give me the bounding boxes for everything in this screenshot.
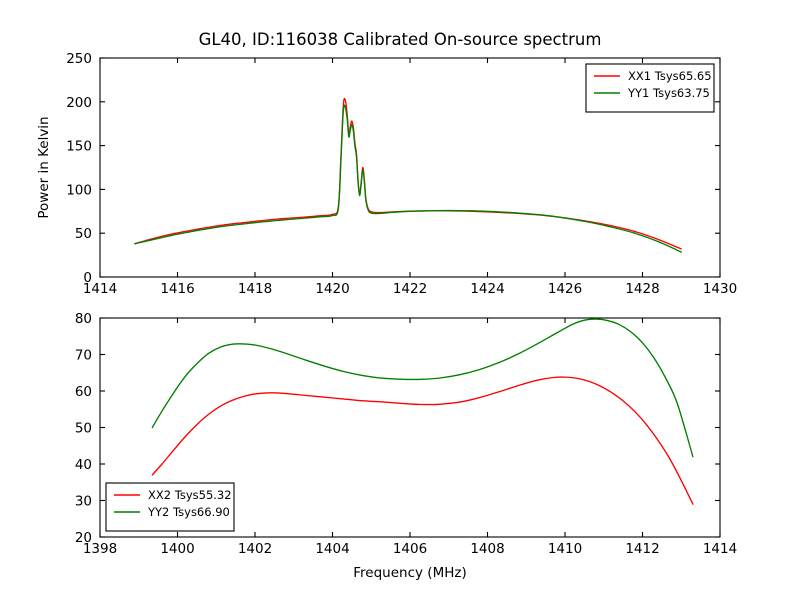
x-tick-label: 1406 [393, 541, 427, 557]
top-panel-axes: 1414 1416 1418 1420 1422 1424 1426 1428 1430 0 50 1… [36, 51, 737, 297]
x-tick-label: 1424 [470, 281, 504, 297]
y-tick-label: 0 [83, 270, 92, 286]
legend-box [585, 63, 715, 113]
x-axis-label: Frequency (MHz) [353, 565, 466, 581]
y-tick-label: 50 [75, 226, 92, 242]
legend-label: XX2 Tsys55.32 [148, 488, 232, 502]
x-tick-label: 1414 [703, 541, 737, 557]
legend-label: YY2 Tsys66.90 [147, 505, 230, 519]
y-tick-label: 70 [75, 348, 92, 364]
y-tick-label: 100 [66, 182, 92, 198]
x-tick-label: 1416 [160, 281, 194, 297]
x-tick-label: 1398 [83, 541, 117, 557]
series-line-2 [134, 104, 682, 253]
y-tick-label: 250 [66, 51, 92, 67]
y-axis-label: Power in Kelvin [36, 116, 52, 218]
x-tick-label: 1414 [83, 281, 117, 297]
x-tick-label: 1430 [703, 281, 737, 297]
x-tick-label: 1428 [625, 281, 659, 297]
x-tick-label: 1422 [393, 281, 427, 297]
series-line-1 [134, 97, 682, 250]
legend-label: YY1 Tsys63.75 [627, 86, 710, 100]
x-tick-label: 1400 [160, 541, 194, 557]
legend-label: XX1 Tsys65.65 [628, 69, 712, 83]
y-tick-label: 200 [66, 95, 92, 111]
x-tick-label: 1426 [548, 281, 582, 297]
x-tick-label: 1420 [315, 281, 349, 297]
y-tick-label: 20 [75, 530, 92, 546]
bottom-panel-axes: 1398 1400 1402 1404 1406 1408 1410 1412 1414 20 30… [75, 311, 737, 581]
legend-box [105, 482, 235, 532]
page-title: GL40, ID:116038 Calibrated On-source spe… [198, 30, 602, 49]
x-tick-label: 1412 [625, 541, 659, 557]
legend: XX1 Tsys65.65 YY1 Tsys63.75 [585, 63, 715, 113]
y-tick-label: 80 [75, 311, 92, 327]
y-tick-label: 150 [66, 139, 92, 155]
y-tick-label: 50 [75, 421, 92, 437]
series-line-1 [151, 376, 694, 505]
x-tick-label: 1410 [548, 541, 582, 557]
y-tick-label: 30 [75, 494, 92, 510]
series-line-2 [151, 318, 694, 458]
x-tick-label: 1408 [470, 541, 504, 557]
legend: XX2 Tsys55.32 YY2 Tsys66.90 [105, 482, 235, 532]
y-tick-label: 40 [75, 457, 92, 473]
y-tick-label: 60 [75, 384, 92, 400]
x-tick-label: 1404 [315, 541, 349, 557]
x-tick-label: 1418 [238, 281, 272, 297]
x-tick-label: 1402 [238, 541, 272, 557]
